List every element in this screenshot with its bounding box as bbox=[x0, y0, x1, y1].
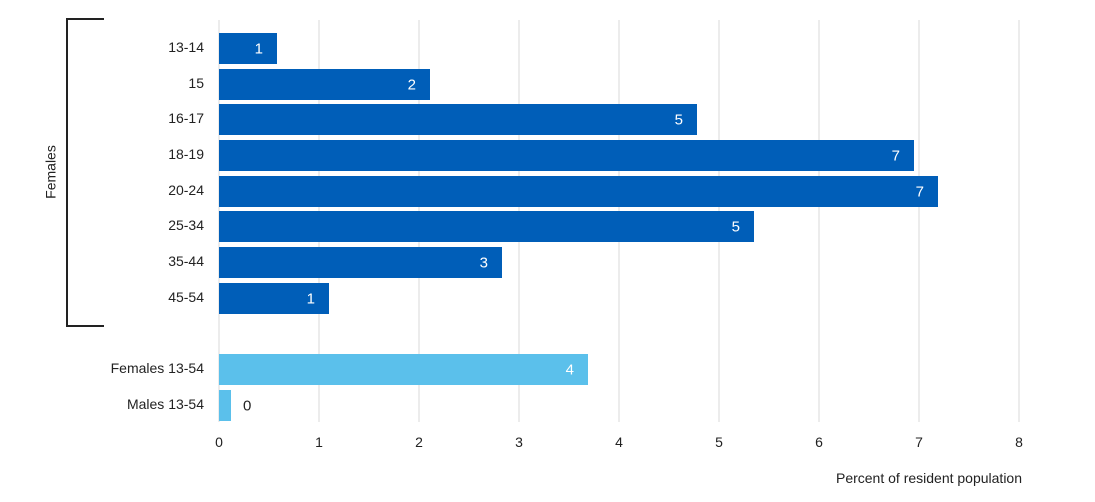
bars bbox=[219, 33, 938, 421]
bar bbox=[219, 140, 914, 171]
x-axis-title: Percent of resident population bbox=[836, 470, 1022, 486]
x-tick-label: 0 bbox=[215, 434, 223, 450]
data-label: 0 bbox=[243, 397, 251, 414]
x-tick-label: 6 bbox=[815, 434, 823, 450]
data-labels: 1 2 5 7 7 5 3 1 4 0 bbox=[243, 40, 924, 414]
x-tick-label: 4 bbox=[615, 434, 623, 450]
category-label: 13-14 bbox=[168, 39, 204, 55]
x-tick-labels: 0 1 2 3 4 5 6 7 8 bbox=[215, 434, 1023, 450]
bar bbox=[219, 247, 502, 278]
bar bbox=[219, 104, 697, 135]
bar bbox=[219, 211, 754, 242]
females-bracket bbox=[66, 18, 104, 327]
bar bbox=[219, 354, 588, 385]
category-label: 35-44 bbox=[168, 253, 204, 269]
category-label: 45-54 bbox=[168, 289, 204, 305]
data-label: 2 bbox=[408, 76, 416, 93]
bar bbox=[219, 390, 231, 421]
data-label: 7 bbox=[892, 147, 900, 164]
data-label: 4 bbox=[566, 361, 574, 378]
data-label: 5 bbox=[732, 218, 740, 235]
x-tick-label: 8 bbox=[1015, 434, 1023, 450]
x-tick-label: 3 bbox=[515, 434, 523, 450]
bar bbox=[219, 33, 277, 64]
category-label: 18-19 bbox=[168, 146, 204, 162]
data-label: 1 bbox=[307, 290, 315, 307]
group-label-females: Females bbox=[43, 145, 59, 199]
data-label: 1 bbox=[255, 40, 263, 57]
x-tick-label: 7 bbox=[915, 434, 923, 450]
data-label: 7 bbox=[916, 183, 924, 200]
x-tick-label: 1 bbox=[315, 434, 323, 450]
category-labels: 13-14 15 16-17 18-19 20-24 25-34 35-44 45-54 Fem… bbox=[111, 39, 205, 412]
category-label: Females 13-54 bbox=[111, 360, 205, 376]
bar bbox=[219, 69, 430, 100]
data-label: 5 bbox=[675, 111, 683, 128]
x-tick-label: 2 bbox=[415, 434, 423, 450]
category-label: Males 13-54 bbox=[127, 396, 204, 412]
category-label: 20-24 bbox=[168, 182, 204, 198]
category-label: 16-17 bbox=[168, 110, 204, 126]
bar bbox=[219, 176, 938, 207]
bar bbox=[219, 283, 329, 314]
category-label: 15 bbox=[188, 75, 204, 91]
data-label: 3 bbox=[480, 254, 488, 271]
category-label: 25-34 bbox=[168, 217, 204, 233]
x-tick-label: 5 bbox=[715, 434, 723, 450]
